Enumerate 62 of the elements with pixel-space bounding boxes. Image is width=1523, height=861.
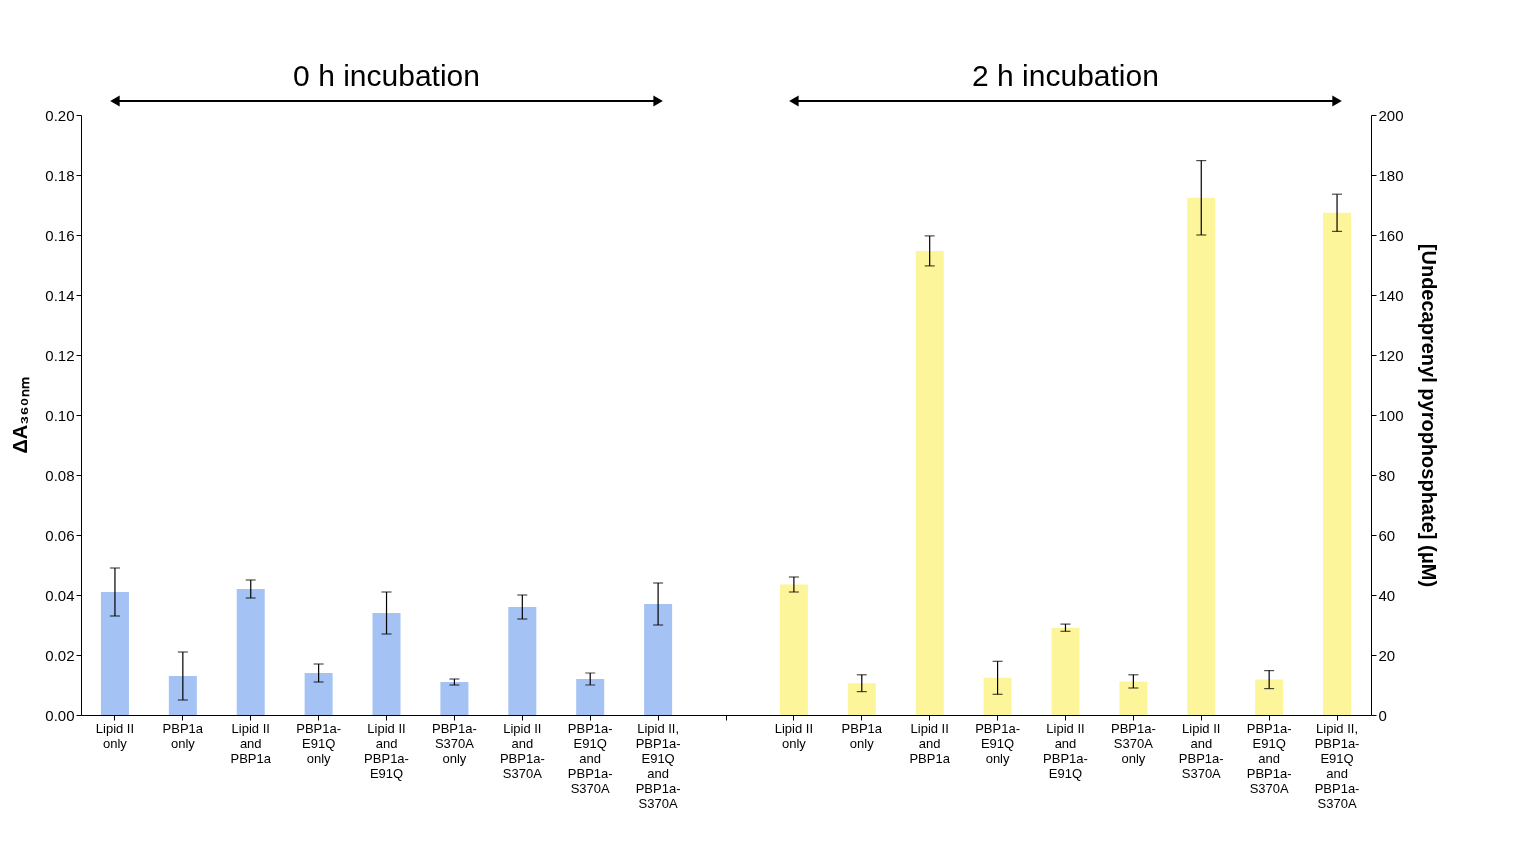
text: 0 h incubation (293, 59, 480, 92)
y2-tick-label: 0 (1378, 706, 1387, 724)
x-tick-label: Lipid II and PBP1a- S370A (1178, 720, 1224, 781)
x-tick-label: Lipid II only (95, 720, 135, 751)
y2-tick-label: 80 (1378, 466, 1396, 484)
y2-tick-label: 200 (1378, 106, 1404, 124)
y-tick-label: 0.20 (45, 106, 75, 124)
bar (576, 679, 605, 715)
x-tick-label: PBP1a only (162, 720, 204, 751)
x-tick-label: PBP1a- S370A only (1110, 720, 1156, 766)
y2-axis-title: [Undecaprenyl pyrophosphate] (μM) (1417, 243, 1440, 588)
x-tick-label: Lipid II only (774, 720, 814, 751)
bar (915, 250, 944, 715)
bar (1187, 197, 1216, 715)
bar (100, 592, 129, 715)
y2-tick-label: 60 (1378, 526, 1396, 544)
bar (236, 589, 265, 715)
text: 2 h incubation (972, 59, 1159, 92)
x-tick-label: PBP1a- E91Q and PBP1a- S370A (1246, 720, 1292, 796)
y-tick-label: 0.02 (45, 646, 75, 664)
y-tick-label: 0.10 (45, 406, 75, 424)
y-tick-label: 0.04 (45, 586, 75, 604)
bar (1323, 212, 1352, 715)
bar (508, 607, 537, 715)
y2-tick-label: 20 (1378, 646, 1396, 664)
x-tick-label: PBP1a- E91Q only (296, 720, 342, 766)
y-tick-label: 0.06 (45, 526, 75, 544)
bar (983, 677, 1012, 715)
bar (1119, 681, 1148, 715)
y2-tick-label: 40 (1378, 586, 1396, 604)
bar (779, 584, 808, 715)
bar (847, 683, 876, 715)
x-tick-label: Lipid II and PBP1a (909, 720, 951, 766)
y2-tick-label: 160 (1378, 226, 1404, 244)
bar (644, 604, 673, 715)
x-tick-label: Lipid II and PBP1a- E91Q (1043, 720, 1088, 781)
bar (372, 613, 401, 715)
x-tick-label: Lipid II and PBP1a (230, 720, 272, 766)
y-tick-label: 0.16 (45, 226, 75, 244)
bar (1255, 679, 1284, 715)
x-tick-label: Lipid II and PBP1a- S370A (499, 720, 545, 781)
y2-tick-label: 100 (1378, 406, 1404, 424)
x-tick-label: Lipid II, PBP1a- E91Q and PBP1a- S370A (1314, 720, 1360, 811)
y2-tick-label: 140 (1378, 286, 1404, 304)
y-axis-title: ΔA₃₆₀ₙₘ (9, 377, 32, 454)
x-tick-label: Lipid II and PBP1a- E91Q (364, 720, 409, 781)
x-tick-label: Lipid II, PBP1a- E91Q and PBP1a- S370A (635, 720, 681, 811)
bar (168, 676, 197, 715)
x-tick-label: PBP1a- E91Q only (975, 720, 1020, 766)
y2-tick-label: 120 (1378, 346, 1404, 364)
y-tick-label: 0.14 (45, 286, 75, 304)
x-tick-label: PBP1a- S370A only (432, 720, 477, 766)
y2-tick-label: 180 (1378, 166, 1404, 184)
y-tick-label: 0.08 (45, 466, 75, 484)
bar (1051, 627, 1080, 715)
y-tick-label: 0.12 (45, 346, 75, 364)
bar (440, 682, 469, 715)
y-tick-label: 0.18 (45, 166, 75, 184)
y-tick-label: 0.00 (45, 706, 75, 724)
x-tick-label: PBP1a only (841, 720, 883, 751)
x-tick-label: PBP1a- E91Q and PBP1a- S370A (567, 720, 613, 796)
bar (304, 673, 333, 715)
